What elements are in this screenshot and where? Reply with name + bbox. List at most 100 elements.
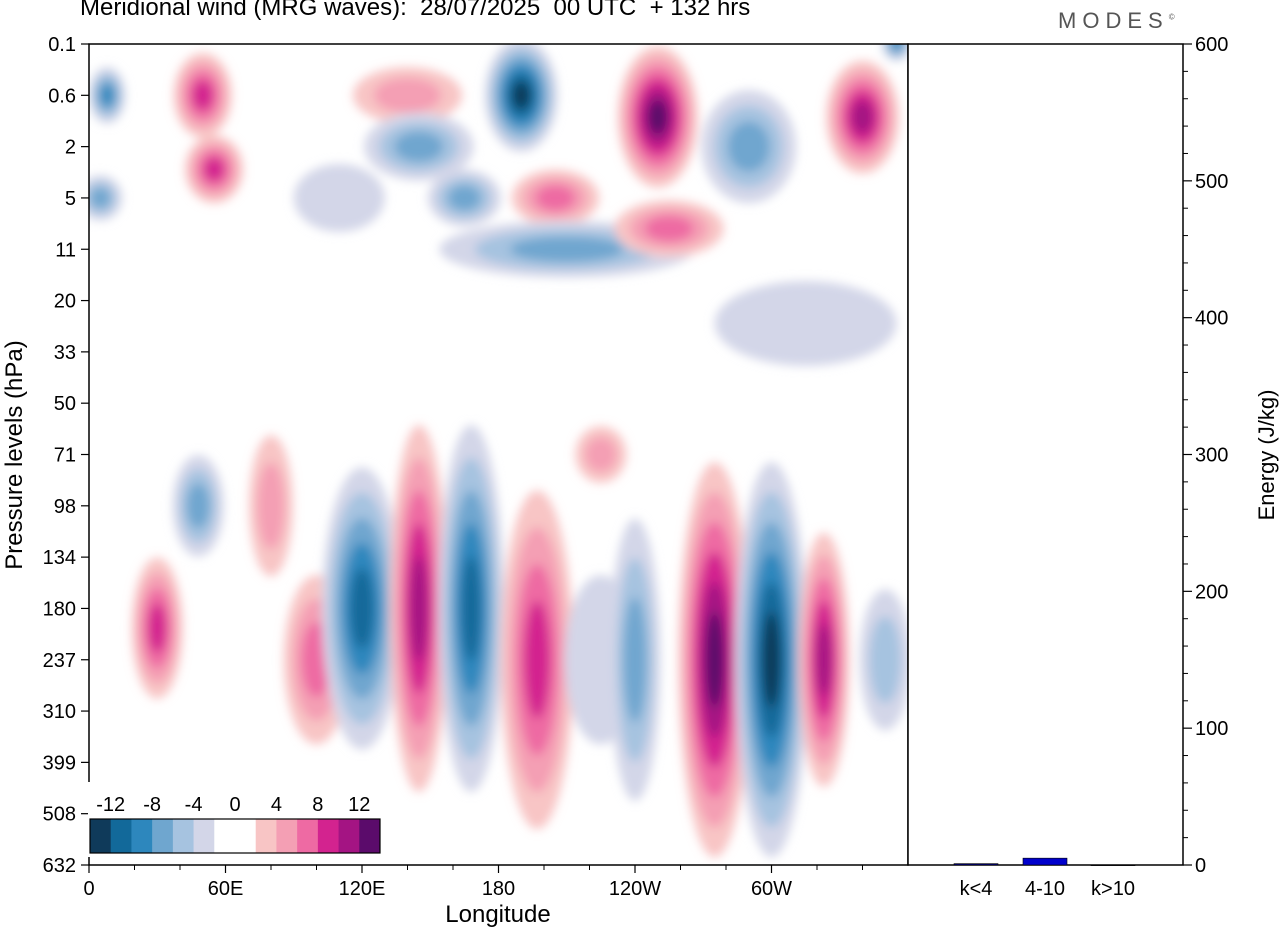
pressure-axis-label: Pressure levels (hPa) [1,340,28,569]
wind-contour [524,600,550,719]
colorbar: -12 -8 -4 0 4 8 12 [88,782,382,857]
wind-contour [648,99,668,135]
colorbar-swatch [152,819,174,853]
wind-anomaly [798,532,850,787]
page-title: Meridional wind (MRG waves): 28/07/2025 … [80,0,751,21]
colorbar-label: -12 [96,794,125,816]
wind-anomaly [89,175,123,221]
wind-anomaly [427,169,501,227]
wind-anomaly [249,435,293,577]
energy-frame [907,43,1184,866]
wind-anomaly [617,46,698,188]
colorbar-swatch [214,819,236,853]
energy-bar [1090,864,1136,866]
wind-contour [512,81,531,109]
colorbar-swatch [297,819,319,853]
wind-contour [644,215,694,242]
wind-contour [410,556,428,661]
wind-contour [891,44,902,50]
x-tick-label: 120E [339,878,386,900]
wind-anomaly [678,462,752,858]
wind-anomaly [882,44,908,61]
wind-contour [762,611,781,708]
wind-anomaly [352,67,463,124]
y-tick-label: 98 [54,496,76,518]
wind-contour [373,77,442,113]
wind-anomaly [859,589,908,731]
energy-tick-label: 600 [1195,34,1228,56]
wind-contour [394,131,444,162]
energy-axis: 0 100 200 300 400 500 600 [1183,34,1228,877]
y-tick-label: 2 [65,137,76,159]
energy-tick-label: 0 [1195,855,1206,877]
wind-contour [186,483,210,529]
y-tick-label: 20 [54,291,76,313]
colorbar-swatch [110,819,132,853]
x-tick-label: 0 [83,878,94,900]
wind-contour [852,100,873,134]
wind-contour [90,187,111,208]
wind-anomaly [364,112,474,181]
wind-contour [461,556,481,661]
colorbar-swatch [131,819,153,853]
energy-tick-label: 400 [1195,308,1228,330]
colorbar-label: 12 [348,794,370,816]
wind-anomaly [484,44,558,152]
energy-category-label: 4-10 [1025,878,1065,900]
y-tick-label: 508 [43,804,76,826]
energy-tick-label: 200 [1195,581,1228,603]
wind-anomaly [511,169,600,227]
colorbar-label: 0 [229,794,240,816]
wind-contour [816,623,832,697]
colorbar-frame [89,818,381,854]
longitude-axis: 0 60E 120E 180 120W 60W [83,865,863,900]
y-tick-label: 310 [43,701,76,723]
y-tick-label: 33 [54,342,76,364]
wind-anomaly [735,462,808,858]
energy-panel: 0 100 200 300 400 500 600 k<4 4-10 k>10 Energy (… [907,34,1279,900]
wind-anomaly [293,164,385,232]
pressure-axis: 0.1 0.6 2 5 11 20 33 50 71 98 134 180 237 310 399 508 63… [43,34,89,877]
energy-category-label: k>10 [1091,878,1135,900]
wind-anomaly [714,281,897,366]
x-tick-label: 120W [609,878,661,900]
energy-tick-label: 100 [1195,718,1228,740]
wind-heatmap [89,44,908,865]
wind-contour [714,281,897,366]
wind-anomaly [609,518,661,801]
wind-contour [705,611,724,708]
y-tick-label: 134 [43,547,76,569]
y-tick-label: 180 [43,598,76,620]
colorbar-label: 8 [312,794,323,816]
colorbar-swatch [255,819,277,853]
wind-anomaly [185,135,244,204]
y-tick-label: 71 [54,445,76,467]
energy-bar [1022,857,1068,866]
y-tick-label: 0.1 [48,34,76,56]
wind-anomaly [173,52,232,138]
colorbar-label: -4 [185,794,203,816]
wind-anomaly [321,467,403,750]
wind-field [89,44,908,858]
energy-category-label: k<4 [960,878,993,900]
wind-contour [192,80,213,111]
wind-anomaly [438,424,504,792]
y-tick-label: 5 [65,188,76,210]
y-tick-label: 11 [55,239,76,261]
colorbar-swatch [193,819,215,853]
wind-anomaly [826,60,899,174]
wind-contour [100,85,114,106]
x-tick-label: 60E [208,878,244,900]
wind-anomaly [575,426,627,483]
wind-contour [727,121,770,172]
wind-anomaly [614,200,724,257]
colorbar-swatch [172,819,194,853]
longitude-axis-label: Longitude [445,901,550,928]
energy-tick-label: 300 [1195,445,1228,467]
x-tick-label: 60W [751,878,792,900]
colorbar-swatch [338,819,360,853]
wind-contour [257,462,285,550]
colorbar-swatch [317,819,339,853]
wind-contour [293,164,385,232]
wind-contour [203,157,225,182]
